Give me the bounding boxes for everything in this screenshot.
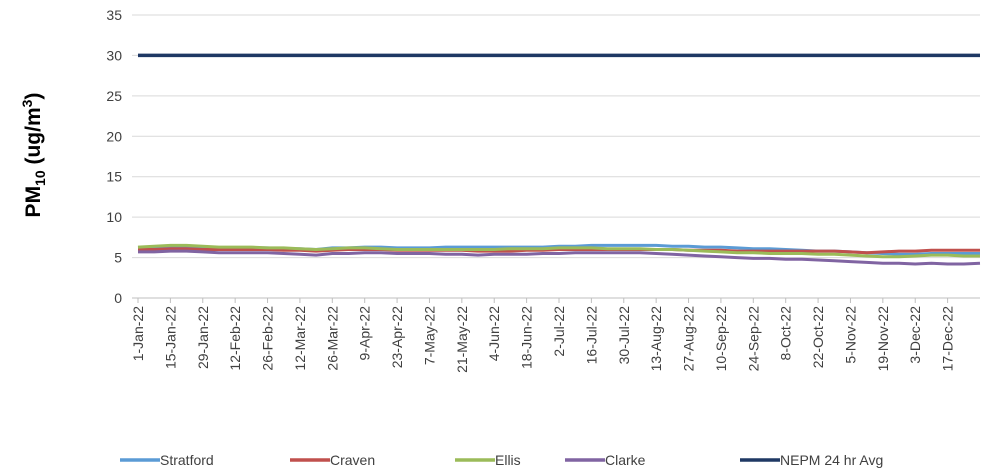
x-tick-label: 22-Oct-22: [810, 306, 826, 368]
x-tick-label: 12-Mar-22: [292, 306, 308, 371]
x-tick-label: 1-Jan-22: [130, 306, 146, 361]
x-tick-label: 30-Jul-22: [616, 306, 632, 365]
x-tick-label: 21-May-22: [454, 306, 470, 373]
y-title-sup: 3: [19, 99, 35, 107]
y-tick-label: 0: [114, 290, 122, 306]
legend-label: Clarke: [605, 452, 646, 468]
x-tick-label: 26-Mar-22: [324, 306, 340, 371]
x-tick-label: 7-May-22: [421, 306, 437, 365]
x-tick-label: 16-Jul-22: [583, 306, 599, 365]
y-title-part: (ug/m: [22, 107, 45, 170]
series-line: [138, 247, 980, 255]
x-tick-label: 23-Apr-22: [389, 306, 405, 368]
legend-label: Ellis: [495, 452, 521, 468]
x-tick-label: 26-Feb-22: [260, 306, 276, 371]
x-tick-label: 5-Nov-22: [842, 306, 858, 364]
x-tick-label: 29-Jan-22: [195, 306, 211, 369]
x-tick-label: 13-Aug-22: [648, 306, 664, 372]
x-tick-label: 19-Nov-22: [875, 306, 891, 372]
x-tick-label: 9-Apr-22: [357, 306, 373, 361]
x-tick-label: 3-Dec-22: [907, 306, 923, 364]
y-title-part: PM: [22, 186, 45, 218]
y-tick-label: 35: [106, 7, 122, 23]
legend-label: Craven: [330, 452, 375, 468]
x-tick-label: 24-Sep-22: [745, 306, 761, 372]
x-tick-label: 17-Dec-22: [940, 306, 956, 372]
x-tick-label: 8-Oct-22: [778, 306, 794, 361]
legend-label: Stratford: [160, 452, 214, 468]
y-tick-label: 10: [106, 209, 122, 225]
y-axis-title: PM10 (ug/m3): [19, 93, 48, 218]
y-title-part: ): [22, 93, 45, 100]
series-line: [137, 243, 980, 259]
legend-label: NEPM 24 hr Avg: [780, 452, 883, 468]
x-tick-label: 2-Jul-22: [551, 306, 567, 357]
y-tick-label: 20: [106, 128, 122, 144]
series-line: [138, 249, 981, 266]
x-tick-label: 4-Jun-22: [486, 306, 502, 361]
y-tick-label: 30: [106, 47, 122, 63]
x-tick-label: 12-Feb-22: [227, 306, 243, 371]
x-tick-label: 15-Jan-22: [162, 306, 178, 369]
x-tick-label: 27-Aug-22: [681, 306, 697, 372]
y-tick-label: 15: [106, 169, 122, 185]
y-tick-label: 5: [114, 250, 122, 266]
x-tick-label: 10-Sep-22: [713, 306, 729, 372]
y-title-sub: 10: [32, 170, 48, 186]
y-tick-label: 25: [106, 88, 122, 104]
x-tick-label: 18-Jun-22: [519, 306, 535, 369]
